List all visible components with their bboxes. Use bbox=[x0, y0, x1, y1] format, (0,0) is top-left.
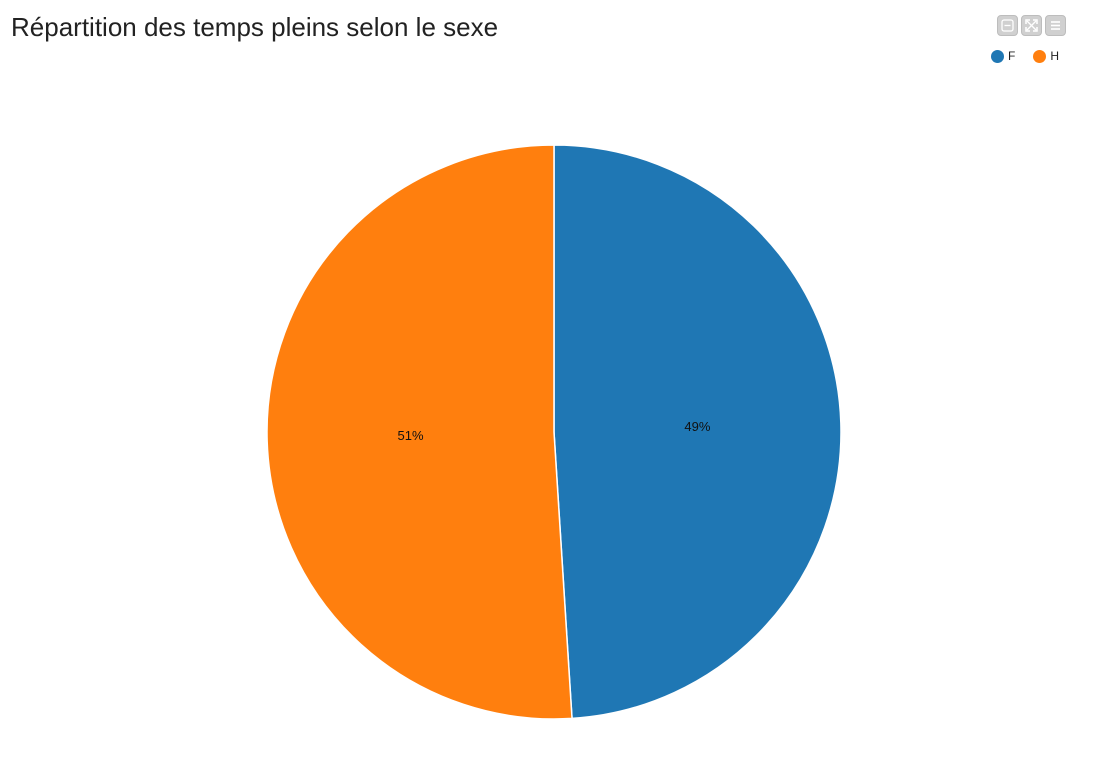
expand-button[interactable] bbox=[1021, 15, 1042, 36]
menu-icon bbox=[1049, 19, 1062, 32]
slice-label-h: 51% bbox=[398, 428, 424, 443]
pie-slice-h[interactable] bbox=[266, 144, 573, 720]
slice-label-f: 49% bbox=[684, 419, 710, 434]
legend-label-h: H bbox=[1050, 49, 1060, 63]
legend-item-f[interactable]: F bbox=[991, 49, 1015, 63]
legend-item-h[interactable]: H bbox=[1033, 49, 1059, 63]
legend-label-f: F bbox=[1008, 49, 1016, 63]
legend-swatch-f bbox=[991, 49, 1004, 63]
collapse-button[interactable] bbox=[997, 15, 1018, 36]
chart-legend: F H bbox=[991, 49, 1059, 63]
chart-toolbar bbox=[997, 15, 1066, 36]
collapse-icon bbox=[1001, 19, 1014, 32]
menu-button[interactable] bbox=[1045, 15, 1066, 36]
legend-swatch-h bbox=[1033, 49, 1047, 63]
pie-slice-f[interactable] bbox=[553, 144, 842, 720]
chart-title: Répartition des temps pleins selon le se… bbox=[11, 12, 499, 42]
expand-icon bbox=[1025, 19, 1038, 32]
